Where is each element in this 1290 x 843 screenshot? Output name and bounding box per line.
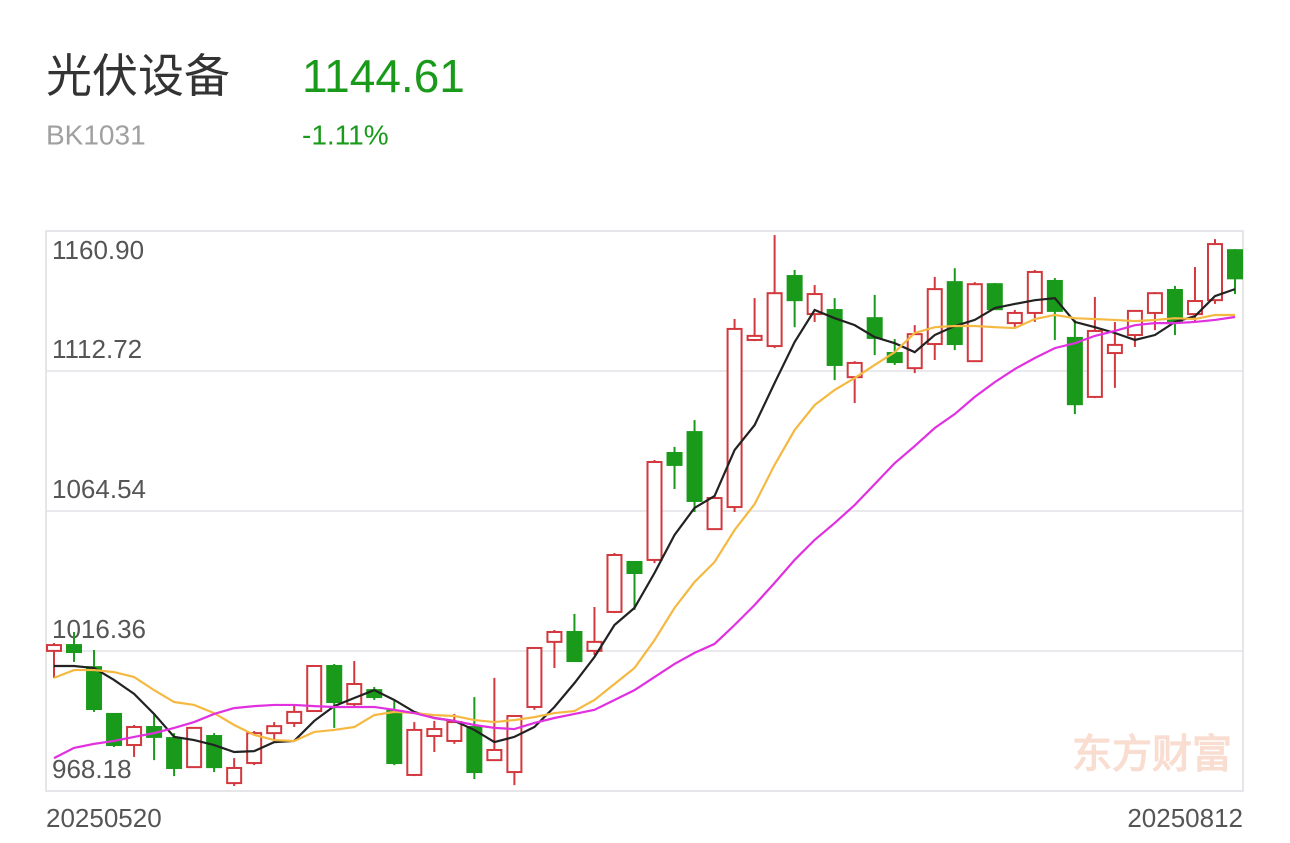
candle-body xyxy=(386,710,403,765)
candle-body xyxy=(406,728,423,776)
candle-body xyxy=(946,281,963,346)
candle-body xyxy=(986,283,1003,311)
candle-body xyxy=(526,646,543,708)
candle-body xyxy=(466,726,483,774)
candle-body xyxy=(566,630,583,663)
candle-body xyxy=(1146,292,1163,314)
price: 1144.61 xyxy=(302,50,465,102)
candle-body xyxy=(486,748,503,762)
moving-average-line xyxy=(53,313,1235,743)
candle-body xyxy=(206,735,223,769)
candle-body xyxy=(1106,343,1123,355)
candle-body xyxy=(446,721,463,742)
y-tick-label: 1112.72 xyxy=(52,334,142,364)
candle-body xyxy=(666,452,683,466)
candle-body xyxy=(1227,249,1243,280)
candle-body xyxy=(966,283,983,363)
candle-body xyxy=(226,766,243,785)
candle-body xyxy=(326,664,343,704)
candle-body xyxy=(186,726,203,769)
sector-code: BK1031 xyxy=(46,119,146,150)
candle-body xyxy=(686,431,703,502)
candle-body xyxy=(746,334,763,341)
candle-body xyxy=(86,666,103,710)
x-tick-label: 20250812 xyxy=(1127,803,1243,833)
candle-body xyxy=(646,461,663,561)
candle-body xyxy=(506,714,523,774)
candle-body xyxy=(766,292,783,348)
candle-body xyxy=(806,293,823,316)
candle-body xyxy=(426,728,443,738)
candle-body xyxy=(1086,329,1103,398)
candle-body xyxy=(1006,311,1023,325)
candle-body xyxy=(706,497,723,531)
change: -1.11% xyxy=(302,119,389,150)
candle-body xyxy=(166,737,183,769)
candle-body xyxy=(306,664,323,713)
sector-name: 光伏设备 xyxy=(46,50,230,102)
moving-average-line xyxy=(53,315,1236,760)
candle-body xyxy=(606,553,623,613)
candle-body xyxy=(1066,336,1083,406)
y-tick-label: 968.18 xyxy=(52,754,132,784)
candle-body xyxy=(1206,243,1223,302)
candle-body xyxy=(1026,270,1043,314)
y-tick-label: 1016.36 xyxy=(52,614,146,644)
candle-body xyxy=(1046,279,1063,312)
candle-body xyxy=(626,560,643,575)
moving-average-line xyxy=(54,288,1236,754)
candle-body xyxy=(266,725,283,735)
candle-body xyxy=(66,644,83,654)
x-tick-label: 20250520 xyxy=(46,803,162,833)
candle-body xyxy=(1186,300,1203,316)
candle-body xyxy=(1126,309,1143,337)
y-tick-label: 1160.90 xyxy=(52,235,144,265)
watermark: 东方财富 xyxy=(1072,733,1232,777)
candle-body xyxy=(46,644,62,652)
y-tick-label: 1064.54 xyxy=(52,474,146,504)
candle-body xyxy=(786,275,803,302)
candle-body xyxy=(106,712,123,747)
candle-body xyxy=(546,630,563,643)
candle-body xyxy=(726,327,743,509)
candle-body xyxy=(926,288,943,346)
candle-body xyxy=(286,710,303,724)
candle-body xyxy=(826,309,843,366)
